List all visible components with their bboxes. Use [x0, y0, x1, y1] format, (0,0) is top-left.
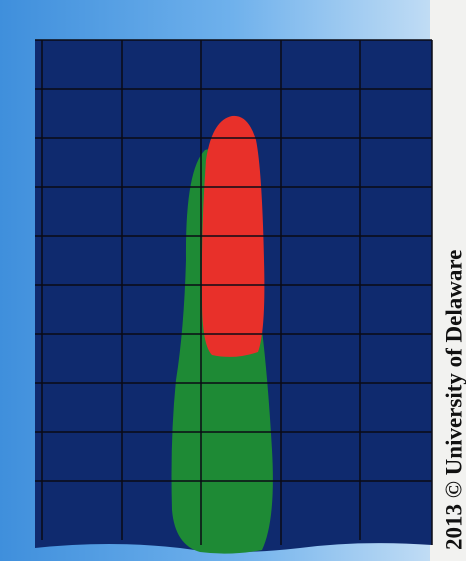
grid	[35, 39, 433, 545]
watermark: 2013 © University of Delaware	[441, 250, 466, 550]
right-margin	[430, 0, 466, 561]
